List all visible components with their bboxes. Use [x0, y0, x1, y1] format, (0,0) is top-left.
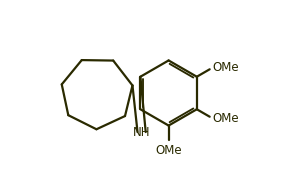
- Text: NH: NH: [133, 126, 150, 139]
- Text: OMe: OMe: [155, 144, 182, 157]
- Text: OMe: OMe: [213, 112, 239, 125]
- Text: OMe: OMe: [213, 61, 239, 74]
